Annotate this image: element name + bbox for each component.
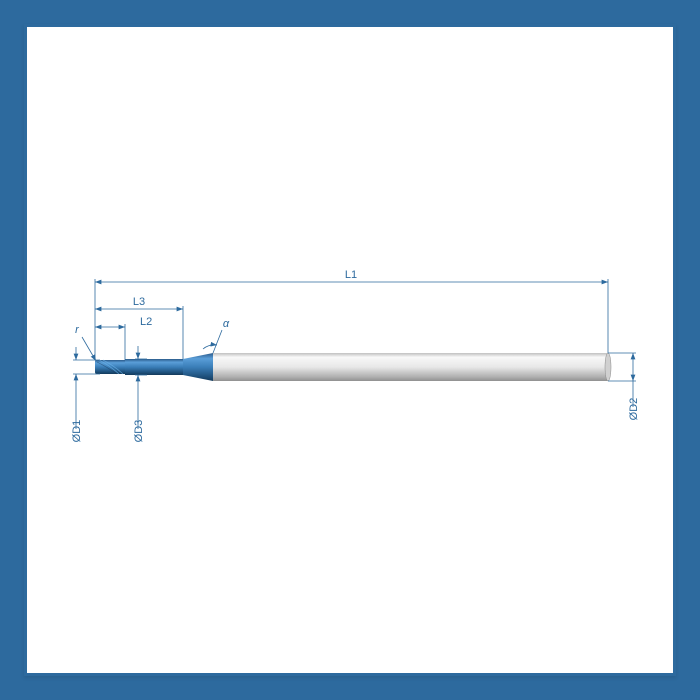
tool-taper: [183, 353, 213, 381]
dimension-angle: α: [203, 318, 230, 353]
label-L1: L1: [345, 269, 357, 281]
label-D1: ØD1: [71, 420, 83, 443]
label-angle: α: [223, 318, 230, 330]
tool-shank: [213, 353, 611, 381]
label-D2: ØD2: [628, 398, 640, 421]
diagram-frame: L1 L3 L2 r α: [24, 24, 676, 676]
tool-neck: [125, 359, 183, 375]
tool-cutting-tip: [95, 360, 125, 374]
dimension-D2: ØD2: [608, 353, 640, 420]
label-L2: L2: [140, 316, 152, 328]
label-radius: r: [75, 324, 80, 336]
dimension-L3: L3: [95, 296, 183, 359]
dimension-L2: L2: [95, 316, 152, 360]
label-D3: ØD3: [133, 420, 145, 443]
dimension-radius: r: [75, 324, 96, 361]
technical-drawing-svg: L1 L3 L2 r α: [27, 27, 673, 673]
label-L3: L3: [133, 296, 145, 308]
dimension-L1: L1: [95, 269, 608, 360]
